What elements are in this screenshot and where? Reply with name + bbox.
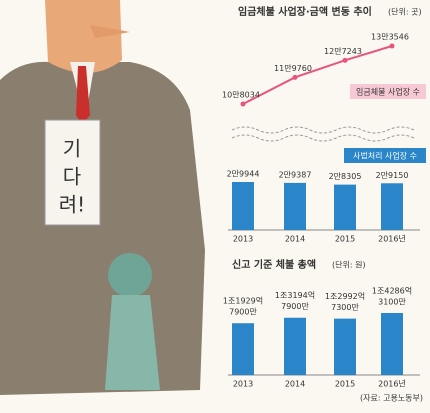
unit: (단위: 곳) (388, 7, 422, 17)
head (45, 0, 122, 74)
value-label: 7300만 (331, 303, 359, 312)
sign-text: 다 (63, 165, 81, 189)
tie (76, 66, 90, 125)
unit: (단위: 원) (332, 260, 366, 270)
x-tick-label: 2013 (233, 380, 253, 389)
sign-text: 려! (59, 193, 85, 217)
value-label: 7900만 (281, 302, 309, 311)
value-label: 1조3194억 (275, 290, 315, 300)
x-tick-label: 2016년 (378, 234, 406, 244)
point (389, 43, 395, 49)
bar (232, 182, 254, 230)
value-label: 2만8305 (329, 172, 362, 181)
legend-box (350, 84, 426, 99)
x-tick-label: 2015 (335, 235, 355, 244)
bar (334, 318, 356, 375)
value-label: 2만9944 (227, 170, 260, 179)
legend-label: 임금체불 사업장 수 (356, 87, 420, 97)
bar (284, 182, 306, 230)
value-label: 12만7243 (324, 47, 362, 56)
suit (0, 61, 205, 396)
x-tick-label: 2014 (285, 380, 305, 389)
x-tick-label: 2013 (233, 235, 253, 244)
point (240, 101, 246, 107)
x-tick-label: 2014 (285, 235, 305, 244)
value-label: 7900만 (229, 308, 257, 317)
point (292, 74, 298, 80)
value-label: 11만9760 (274, 64, 312, 73)
sign-text: 기 (63, 137, 81, 161)
value-label: 2만9387 (279, 170, 312, 179)
child-head (108, 253, 152, 297)
value-label: 1조1929억 (223, 296, 263, 306)
value-label: 3100만 (378, 298, 406, 307)
source: (자료: 고용노동부) (360, 394, 423, 403)
bar (381, 313, 403, 375)
value-label: 1조4286억 (372, 286, 412, 296)
chart-title: 신고 기준 체불 총액 (232, 258, 316, 271)
value-label: 2만9150 (376, 171, 409, 180)
sign (44, 119, 101, 226)
bar (232, 323, 254, 375)
chart-title: 사법처리 사업장 수 (353, 151, 417, 161)
line (242, 45, 393, 105)
value-label: 10만8034 (222, 91, 260, 100)
chart-title: 임금체불 사업장·금액 변동 추이 (238, 5, 372, 18)
bar (284, 317, 306, 375)
child-body (105, 295, 160, 390)
bar (334, 184, 356, 230)
bar (381, 183, 403, 230)
value-label: 1조2992억 (325, 291, 365, 301)
title-box (344, 148, 426, 163)
nose (90, 25, 130, 38)
point (342, 57, 348, 63)
x-tick-label: 2016년 (378, 379, 406, 389)
illustration: 기 다 려! (0, 0, 205, 396)
x-tick-label: 2015 (335, 380, 355, 389)
value-label: 13만3546 (371, 33, 409, 42)
